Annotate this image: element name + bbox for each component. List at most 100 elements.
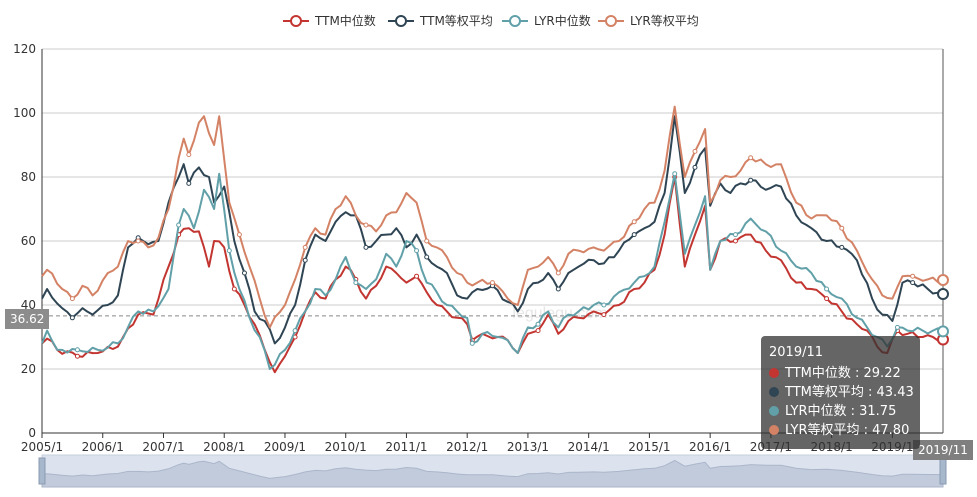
- series-point: [839, 225, 845, 231]
- legend-item-0[interactable]: TTM中位数: [283, 13, 376, 28]
- tooltip-text: LYR等权平均 : 47.80: [785, 423, 910, 438]
- series-point: [424, 254, 430, 260]
- watermark: legulegu.com: [512, 305, 607, 322]
- legend-marker: [290, 15, 302, 27]
- legend-item-1[interactable]: TTM等权平均: [388, 14, 493, 28]
- legend-marker: [605, 15, 617, 27]
- tooltip-text: TTM等权平均 : 43.43: [785, 385, 914, 400]
- series-point: [535, 321, 541, 327]
- series-point: [74, 353, 80, 359]
- series-point: [414, 273, 420, 279]
- series-point: [226, 248, 232, 254]
- x-tick-label: 2009/1: [264, 440, 306, 454]
- series-point: [692, 148, 698, 154]
- series-point: [824, 286, 830, 292]
- endpoint-marker-3: [937, 274, 949, 287]
- series-line-0: [41, 176, 944, 374]
- tooltip-row-ttm-median: TTM中位数 : 29.22: [769, 364, 912, 383]
- series-point: [135, 238, 141, 244]
- series-point: [302, 244, 308, 250]
- series-point: [824, 296, 830, 302]
- x-tick-label: 2014/1: [568, 440, 610, 454]
- series-line-2: [41, 172, 944, 370]
- legend-item-3[interactable]: LYR等权平均: [598, 14, 699, 28]
- tooltip-row-lyr-mean: LYR等权平均 : 47.80: [769, 421, 912, 440]
- series-point: [555, 270, 561, 276]
- tooltip-date: 2019/11: [769, 345, 824, 360]
- series-point: [414, 248, 420, 254]
- series-point: [748, 155, 754, 161]
- endpoint-markers: [937, 274, 949, 346]
- reference-value-badge: 36.62: [5, 309, 50, 329]
- series-line-3: [41, 105, 944, 329]
- series-point: [186, 180, 192, 186]
- series-point: [69, 315, 75, 321]
- x-tick-label: 2008/1: [203, 440, 245, 454]
- legend-label: TTM中位数: [314, 13, 376, 28]
- tooltip-dot: [769, 406, 779, 416]
- y-tick-label: 40: [21, 298, 36, 312]
- tooltip-row-ttm-mean: TTM等权平均 : 43.43: [769, 383, 914, 402]
- tooltip: 2019/11 TTM中位数 : 29.22 TTM等权平均 : 43.43 L…: [761, 336, 920, 449]
- x-tick-label: 2016/1: [689, 440, 731, 454]
- legend-label: LYR中位数: [534, 13, 591, 28]
- tooltip-text: TTM中位数 : 29.22: [785, 366, 901, 381]
- series-point: [631, 232, 637, 238]
- y-tick-label: 20: [21, 362, 36, 376]
- legend-label: LYR等权平均: [630, 14, 699, 28]
- series-point: [302, 257, 308, 263]
- series-point: [672, 171, 678, 177]
- data-zoom-slider[interactable]: [38, 454, 947, 488]
- series-point: [732, 238, 738, 244]
- zoom-handle-right[interactable]: [939, 457, 947, 485]
- x-tick-label: 2015/1: [628, 440, 670, 454]
- legend-marker: [395, 15, 407, 27]
- y-tick-label: 60: [21, 234, 36, 248]
- tooltip-dot: [769, 425, 779, 435]
- series-point: [535, 328, 541, 334]
- y-tick-label: 120: [13, 42, 36, 56]
- tooltip-dot: [769, 368, 779, 378]
- x-tick-label: 2005/1: [21, 440, 63, 454]
- y-axis: 0 20 40 60 80 100 120: [13, 42, 43, 440]
- endpoint-marker-1: [937, 288, 949, 301]
- series-point: [631, 219, 637, 225]
- zoom-handle-left[interactable]: [38, 457, 46, 485]
- x-tick-label: 2007/1: [142, 440, 184, 454]
- legend-item-2[interactable]: LYR中位数: [502, 13, 591, 28]
- series-point: [74, 347, 80, 353]
- series-point: [732, 232, 738, 238]
- series-point: [910, 280, 916, 286]
- series-point: [601, 312, 607, 318]
- series-point: [424, 238, 430, 244]
- y-tick-label: 100: [13, 106, 36, 120]
- series-point: [69, 296, 75, 302]
- series-point: [490, 280, 495, 286]
- series-point: [748, 177, 754, 183]
- series-point: [469, 340, 475, 346]
- tooltip-dot: [769, 387, 779, 397]
- series-point: [241, 270, 247, 276]
- series-group: [41, 105, 944, 374]
- cursor-date-badge: 2019/11: [913, 440, 973, 460]
- legend[interactable]: TTM中位数 TTM等权平均 LYR中位数 LYR等权平均: [283, 13, 699, 28]
- series-point: [292, 328, 298, 334]
- series-point: [555, 286, 561, 292]
- series-point: [231, 286, 237, 292]
- x-tick-label: 2013/1: [507, 440, 549, 454]
- series-point: [176, 222, 182, 228]
- x-tick-label: 2011/1: [385, 440, 427, 454]
- endpoint-marker-2: [937, 325, 949, 338]
- series-point: [186, 152, 192, 158]
- series-point: [353, 280, 359, 286]
- series-point: [692, 164, 698, 170]
- series-point: [910, 273, 916, 279]
- legend-marker: [509, 15, 521, 27]
- x-tick-label: 2006/1: [82, 440, 124, 454]
- zoom-preview: [41, 459, 944, 488]
- series-point: [601, 302, 607, 308]
- legend-label: TTM等权平均: [419, 14, 493, 28]
- x-tick-label: 2012/1: [446, 440, 488, 454]
- series-point: [894, 324, 900, 330]
